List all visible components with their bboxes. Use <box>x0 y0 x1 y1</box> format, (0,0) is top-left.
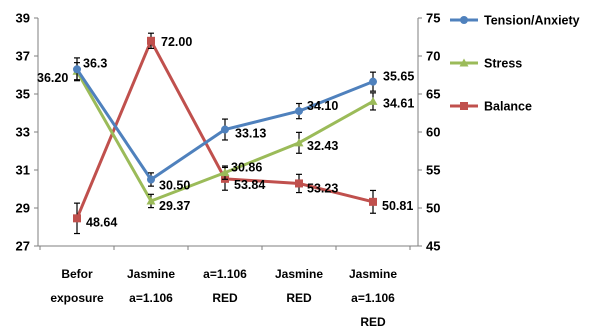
data-label: 53.23 <box>307 181 338 195</box>
data-label: 50.81 <box>382 199 413 213</box>
right-tick-label: 60 <box>426 125 440 140</box>
left-tick-label: 37 <box>16 49 30 64</box>
data-label: 72.00 <box>161 35 192 49</box>
left-tick-label: 27 <box>16 239 30 254</box>
right-tick-label: 50 <box>426 201 440 216</box>
data-label: 36.20 <box>37 71 68 85</box>
chart-series: 48.64 72.00 53.84 53.23 50.81 36.20 29.37 30.86… <box>37 32 414 235</box>
x-tick-label-line: a=1.106 <box>129 291 173 305</box>
data-label: 34.10 <box>307 99 338 113</box>
x-tick-label-line: RED <box>286 291 312 305</box>
data-label: 36.3 <box>83 56 107 70</box>
right-tick-label: 55 <box>426 163 440 178</box>
x-tick-label-line: a=1.106 <box>203 267 247 281</box>
data-label: 53.84 <box>234 178 265 192</box>
series-tension-anxiety: 36.3 30.50 33.13 34.10 35.65 <box>73 56 414 193</box>
data-label: 29.37 <box>159 199 190 213</box>
data-label: 30.50 <box>159 179 190 193</box>
legend-label: Balance <box>484 100 532 114</box>
x-tick-label: Befor exposure <box>50 267 104 305</box>
x-tick-label-line: RED <box>360 315 386 327</box>
x-tick-label-line: Jasmine <box>349 267 397 281</box>
data-point-marker <box>369 197 377 206</box>
series-stress: 36.20 29.37 30.86 32.43 34.61 <box>37 62 414 213</box>
legend-label: Tension/Anxiety <box>484 14 580 28</box>
legend-label: Stress <box>484 57 522 71</box>
data-label: 48.64 <box>86 215 117 229</box>
data-label: 30.86 <box>231 161 262 175</box>
left-tick-label: 33 <box>16 125 30 140</box>
data-point-marker <box>221 125 229 134</box>
data-point-marker <box>295 179 303 188</box>
data-point-marker <box>294 138 304 147</box>
x-tick-label-line: RED <box>212 291 238 305</box>
data-point-marker <box>73 214 81 223</box>
legend-item: Balance <box>450 100 532 114</box>
data-point-marker <box>460 16 468 24</box>
left-tick-label: 39 <box>16 11 30 26</box>
left-tick-label: 35 <box>16 87 30 102</box>
x-tick-label-line: Jasmine <box>127 267 175 281</box>
x-tick-label: a=1.106 RED <box>203 267 247 305</box>
left-tick-label: 31 <box>16 163 30 178</box>
legend-item: Stress <box>450 57 522 71</box>
x-tick-label: Jasmine a=1.106 <box>127 267 175 305</box>
data-label: 35.65 <box>383 70 414 84</box>
data-point-marker <box>369 77 377 86</box>
right-tick-label: 45 <box>426 239 440 254</box>
x-tick-label-line: Befor <box>61 267 93 281</box>
data-point-marker <box>147 36 155 45</box>
x-tick-label-line: exposure <box>50 291 104 305</box>
data-label: 34.61 <box>383 96 414 110</box>
right-tick-label: 75 <box>426 11 440 26</box>
chart-legend: Tension/Anxiety Stress Balance <box>450 14 580 114</box>
x-tick-label-line: a=1.106 <box>351 291 395 305</box>
left-tick-label: 29 <box>16 201 30 216</box>
chart-axes: 27 29 31 33 35 37 39 45 50 55 60 65 70 75 Befor exposur… <box>16 11 441 327</box>
data-point-marker <box>73 65 81 74</box>
data-point-marker <box>460 102 468 110</box>
x-tick-label: Jasmine a=1.106 RED <box>349 267 397 327</box>
x-tick-label-line: Jasmine <box>275 267 323 281</box>
data-point-marker <box>147 175 155 184</box>
right-tick-label: 65 <box>426 87 440 102</box>
right-tick-label: 70 <box>426 49 440 64</box>
data-point-marker <box>146 196 156 205</box>
data-point-marker <box>295 107 303 116</box>
x-tick-label: Jasmine RED <box>275 267 323 305</box>
data-point-marker <box>220 168 230 177</box>
data-label: 33.13 <box>235 127 266 141</box>
data-label: 32.43 <box>307 139 338 153</box>
data-point-marker <box>368 96 378 105</box>
legend-item: Tension/Anxiety <box>450 14 580 28</box>
data-point-marker <box>459 58 469 67</box>
